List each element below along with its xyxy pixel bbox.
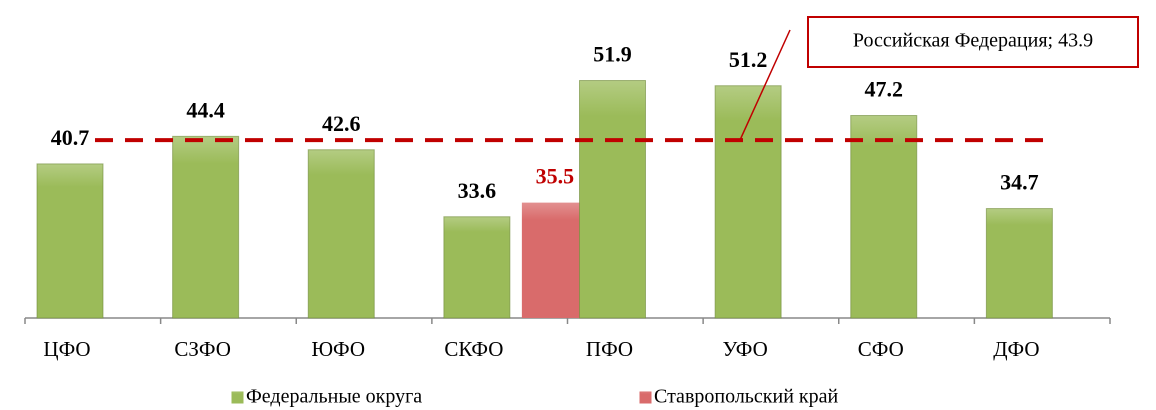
x-tick-label: СЗФО (174, 337, 231, 361)
data-label: 33.6 (458, 178, 497, 203)
data-label: 42.6 (322, 111, 361, 136)
bar (172, 135, 240, 319)
bar (307, 149, 375, 319)
bar (985, 208, 1053, 319)
data-label: 35.5 (536, 164, 575, 189)
bar (36, 163, 104, 319)
legend-label: Федеральные округа (246, 386, 422, 408)
legend-swatch (231, 391, 244, 404)
annotation-box (807, 16, 1139, 68)
legend-swatch (639, 391, 652, 404)
data-label: 51.9 (593, 42, 632, 67)
x-tick-label: СКФО (444, 337, 503, 361)
data-label: 34.7 (1000, 170, 1039, 195)
bar (521, 202, 588, 318)
bar (443, 216, 511, 319)
x-tick-label: ЦФО (43, 337, 90, 361)
bar (850, 115, 918, 319)
data-label: 44.4 (186, 97, 225, 122)
x-tick-label: УФО (722, 337, 767, 361)
x-tick-label: СФО (858, 337, 904, 361)
x-tick-label: ПФО (586, 337, 633, 361)
bar (579, 80, 646, 319)
data-label: 40.7 (51, 125, 90, 150)
data-label: 51.2 (729, 47, 768, 72)
x-tick-label: ДФО (993, 337, 1039, 361)
annotation-leader (739, 29, 791, 141)
bar (714, 85, 782, 319)
legend-label: Ставропольский край (654, 386, 839, 408)
data-label: 47.2 (865, 77, 904, 102)
annotation-label: Российская Федерация; 43.9 (853, 30, 1093, 52)
x-tick-label: ЮФО (311, 337, 365, 361)
